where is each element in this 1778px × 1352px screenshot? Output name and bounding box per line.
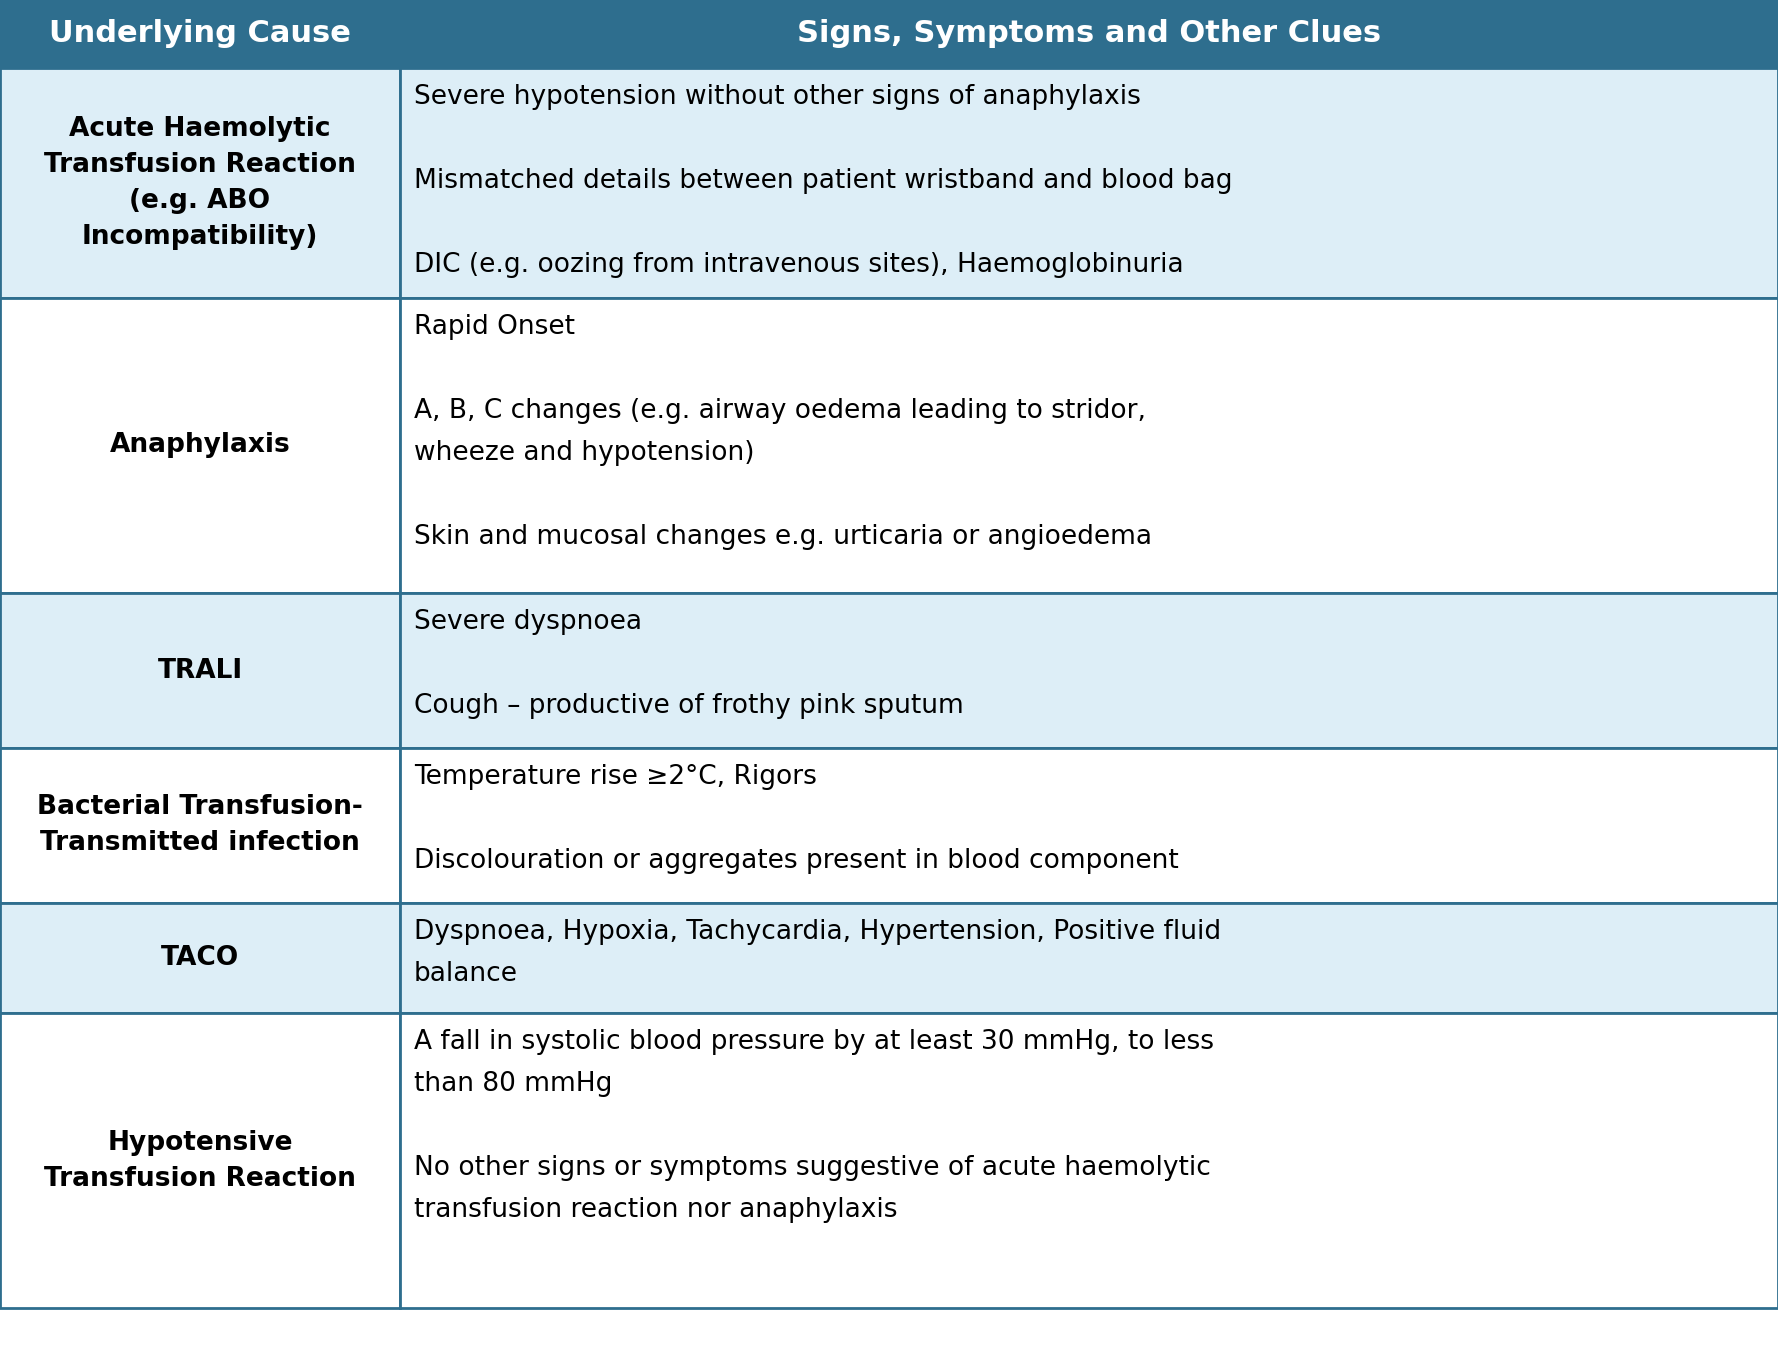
Text: Temperature rise ≥2°C, Rigors

Discolouration or aggregates present in blood com: Temperature rise ≥2°C, Rigors Discoloura… (414, 764, 1179, 873)
Bar (0, 68, 400, 297)
Bar (400, 1013, 1778, 1307)
Text: Severe hypotension without other signs of anaphylaxis

Mismatched details betwee: Severe hypotension without other signs o… (414, 84, 1232, 279)
Bar (400, 748, 1778, 903)
Text: Hypotensive
Transfusion Reaction: Hypotensive Transfusion Reaction (44, 1129, 356, 1191)
Text: TRALI: TRALI (158, 657, 242, 684)
Bar (0, 0, 400, 68)
Bar (0, 1013, 400, 1307)
Text: Anaphylaxis: Anaphylaxis (110, 433, 290, 458)
Text: Rapid Onset

A, B, C changes (e.g. airway oedema leading to stridor,
wheeze and : Rapid Onset A, B, C changes (e.g. airway… (414, 314, 1152, 550)
Text: TACO: TACO (160, 945, 240, 971)
Text: Bacterial Transfusion-
Transmitted infection: Bacterial Transfusion- Transmitted infec… (37, 795, 363, 857)
Bar (0, 297, 400, 594)
Bar (400, 903, 1778, 1013)
Bar (400, 297, 1778, 594)
Bar (0, 594, 400, 748)
Bar (400, 594, 1778, 748)
Bar (400, 0, 1778, 68)
Text: Severe dyspnoea

Cough – productive of frothy pink sputum: Severe dyspnoea Cough – productive of fr… (414, 608, 964, 719)
Text: Dyspnoea, Hypoxia, Tachycardia, Hypertension, Positive fluid
balance: Dyspnoea, Hypoxia, Tachycardia, Hyperten… (414, 919, 1221, 987)
Bar (0, 748, 400, 903)
Text: Underlying Cause: Underlying Cause (50, 19, 350, 49)
Text: Acute Haemolytic
Transfusion Reaction
(e.g. ABO
Incompatibility): Acute Haemolytic Transfusion Reaction (e… (44, 116, 356, 250)
Text: Signs, Symptoms and Other Clues: Signs, Symptoms and Other Clues (797, 19, 1382, 49)
Bar (0, 903, 400, 1013)
Text: A fall in systolic blood pressure by at least 30 mmHg, to less
than 80 mmHg

No : A fall in systolic blood pressure by at … (414, 1029, 1214, 1224)
Bar (400, 68, 1778, 297)
